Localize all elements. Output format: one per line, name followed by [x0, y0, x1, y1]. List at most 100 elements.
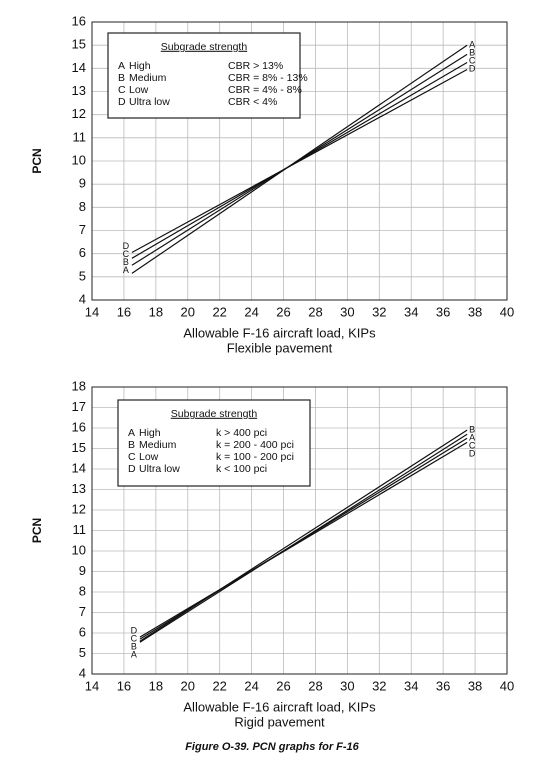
y-axis-label: PCN [30, 518, 44, 543]
y-tick-label: 16 [72, 13, 86, 28]
x-tick-label: 36 [436, 678, 450, 693]
y-tick-label: 8 [79, 583, 86, 598]
x-tick-label: 40 [500, 678, 514, 693]
x-tick-label: 30 [340, 304, 354, 319]
legend-title: Subgrade strength [171, 408, 258, 420]
legend-name: C [118, 84, 126, 96]
line-start-label: D [123, 241, 130, 251]
y-tick-label: 7 [79, 222, 86, 237]
legend-description: High [129, 60, 151, 72]
line-end-label: B [469, 424, 475, 434]
y-tick-label: 13 [72, 481, 86, 496]
x-tick-label: 26 [276, 304, 290, 319]
legend-description: Ultra low [129, 96, 170, 108]
x-tick-label: 38 [468, 678, 482, 693]
x-tick-label: 18 [149, 304, 163, 319]
line-start-label: B [131, 641, 137, 651]
x-tick-label: 22 [212, 678, 226, 693]
y-tick-label: 12 [72, 106, 86, 121]
legend-title: Subgrade strength [161, 41, 248, 53]
line-end-label: A [469, 432, 475, 442]
y-tick-label: 12 [72, 501, 86, 516]
y-tick-label: 11 [73, 129, 87, 144]
x-tick-label: 22 [212, 304, 226, 319]
line-end-label: C [469, 56, 476, 66]
series-line [131, 68, 468, 254]
legend-name: A [118, 60, 125, 72]
legend-criterion: CBR < 4% [228, 96, 277, 108]
line-start-label: C [131, 633, 138, 643]
x-tick-label: 20 [181, 304, 195, 319]
x-tick-label: 24 [244, 678, 258, 693]
line-end-label: D [469, 64, 476, 74]
legend-name: D [118, 96, 126, 108]
y-tick-label: 6 [79, 245, 86, 260]
legend-description: Low [139, 451, 159, 463]
line-start-label: C [123, 249, 130, 259]
y-tick-label: 18 [72, 378, 86, 393]
y-tick-label: 13 [72, 83, 86, 98]
x-tick-label: 16 [117, 678, 131, 693]
y-tick-label: 4 [79, 665, 86, 680]
legend-description: Medium [129, 72, 167, 84]
y-tick-label: 5 [79, 268, 86, 283]
y-tick-label: 8 [79, 199, 86, 214]
x-tick-label: 34 [404, 678, 418, 693]
line-start-label: A [123, 265, 129, 275]
legend-criterion: CBR = 4% - 8% [228, 84, 302, 96]
x-axis-label: Allowable F-16 aircraft load, KIPs [183, 699, 376, 714]
y-tick-label: 16 [72, 419, 86, 434]
x-tick-label: 18 [149, 678, 163, 693]
x-tick-label: 20 [181, 678, 195, 693]
x-tick-label: 32 [372, 678, 386, 693]
legend-description: High [139, 427, 161, 439]
y-tick-label: 17 [72, 399, 86, 414]
x-tick-label: 36 [436, 304, 450, 319]
x-tick-label: 34 [404, 304, 418, 319]
line-start-label: B [123, 257, 129, 267]
x-tick-label: 24 [244, 304, 258, 319]
x-tick-label: 40 [500, 304, 514, 319]
legend-name: B [128, 439, 135, 451]
legend-criterion: CBR = 8% - 13% [228, 72, 308, 84]
legend-criterion: k < 100 pci [216, 463, 267, 475]
legend-name: C [128, 451, 136, 463]
legend-box [107, 32, 301, 119]
y-tick-label: 5 [79, 645, 86, 660]
x-tick-label: 26 [276, 678, 290, 693]
line-end-label: A [469, 40, 475, 50]
chart-subtitle: Flexible pavement [227, 340, 333, 355]
y-tick-label: 6 [79, 624, 86, 639]
y-tick-label: 14 [72, 60, 86, 75]
y-tick-label: 10 [72, 542, 86, 557]
x-tick-label: 30 [340, 678, 354, 693]
x-tick-label: 14 [85, 678, 99, 693]
y-tick-label: 14 [72, 460, 86, 475]
legend-name: D [128, 463, 136, 475]
x-tick-label: 16 [117, 304, 131, 319]
y-tick-label: 11 [73, 522, 87, 537]
line-start-label: A [131, 649, 137, 659]
x-tick-label: 14 [85, 304, 99, 319]
y-tick-label: 10 [72, 152, 86, 167]
figure-caption: Figure O-39. PCN graphs for F-16 [185, 741, 359, 753]
y-tick-label: 9 [79, 563, 86, 578]
legend-criterion: k = 100 - 200 pci [216, 451, 294, 463]
x-tick-label: 28 [308, 678, 322, 693]
line-end-label: C [469, 440, 476, 450]
series-line [139, 441, 468, 638]
x-axis-label: Allowable F-16 aircraft load, KIPs [183, 325, 376, 340]
line-end-label: B [469, 48, 475, 58]
legend-description: Low [129, 84, 149, 96]
legend-criterion: k = 200 - 400 pci [216, 439, 294, 451]
y-tick-label: 15 [72, 440, 86, 455]
y-tick-label: 15 [72, 37, 86, 52]
line-end-label: D [469, 448, 476, 458]
y-tick-label: 9 [79, 176, 86, 191]
x-tick-label: 38 [468, 304, 482, 319]
legend-criterion: CBR > 13% [228, 60, 283, 72]
legend-name: A [128, 427, 135, 439]
legend-description: Medium [139, 439, 177, 451]
legend-name: B [118, 72, 125, 84]
